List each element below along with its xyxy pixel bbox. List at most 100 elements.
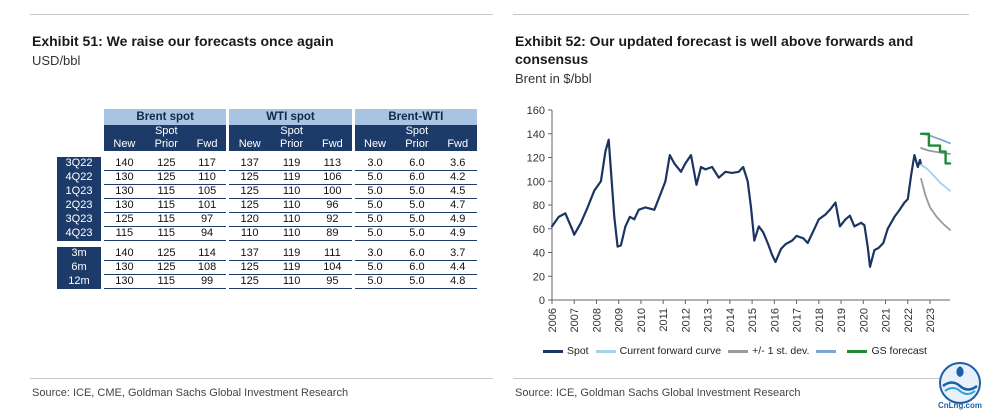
table-cell: 5.0 <box>395 184 439 199</box>
y-tick-label: 100 <box>527 176 545 188</box>
table-cell: 4.5 <box>438 184 477 199</box>
col-gap <box>226 109 230 125</box>
col-gap <box>101 260 104 275</box>
table-cell: 5.0 <box>354 184 396 199</box>
table-cell: 115 <box>144 212 188 227</box>
table-cell: 3.6 <box>438 157 477 171</box>
source-rule-left <box>30 378 493 379</box>
table-cell: 5.0 <box>395 212 439 227</box>
table-cell: 125 <box>104 212 145 227</box>
sub-header-blank <box>104 125 145 138</box>
row-label: 3m <box>57 247 101 261</box>
sub-header: New <box>354 138 396 151</box>
table-cell: 130 <box>104 274 145 289</box>
table-cell: 119 <box>270 247 314 261</box>
y-tick-label: 60 <box>533 224 545 236</box>
sub-header: Prior <box>144 138 188 151</box>
table-cell: 4.9 <box>438 212 477 227</box>
legend-swatch <box>595 349 616 353</box>
col-gap <box>351 138 355 151</box>
x-tick-label: 2016 <box>769 308 781 332</box>
table-cell: 5.0 <box>354 260 396 275</box>
table-cell: 110 <box>270 274 314 289</box>
row-label: 3Q23 <box>57 212 101 227</box>
table-cell: 3.0 <box>354 247 396 261</box>
sub-header-blank <box>354 125 396 138</box>
exhibit-51-source: Source: ICE, CME, Goldman Sachs Global I… <box>32 387 349 399</box>
exhibit-52-title: Exhibit 52: Our updated forecast is well… <box>515 33 914 67</box>
corner-cell <box>57 125 101 138</box>
col-gap <box>226 138 230 151</box>
table-row: 2Q23 130 115 101 125 110 96 5.0 5.0 4.7 <box>57 198 477 213</box>
col-gap <box>101 125 104 138</box>
legend-swatch <box>543 349 563 353</box>
table-cell: 130 <box>104 170 145 185</box>
table-row: 4Q23 115 115 94 110 110 89 5.0 5.0 4.9 <box>57 226 477 241</box>
row-label: 1Q23 <box>57 184 101 199</box>
table-cell: 3.7 <box>438 247 477 261</box>
col-gap <box>226 198 230 213</box>
x-tick-label: 2014 <box>725 308 737 332</box>
row-label: 2Q23 <box>57 198 101 213</box>
table-cell: 117 <box>187 157 227 171</box>
y-tick-label: 20 <box>533 271 545 283</box>
table-cell: 92 <box>313 212 352 227</box>
col-gap <box>226 157 230 171</box>
col-gap <box>351 226 355 241</box>
table-cell: 5.0 <box>354 212 396 227</box>
table-cell: 101 <box>187 198 227 213</box>
sub-header: Prior <box>270 138 314 151</box>
top-rule-right <box>513 14 969 15</box>
col-gap <box>101 198 104 213</box>
sub-header: New <box>229 138 271 151</box>
x-tick-label: 2020 <box>858 308 870 332</box>
y-tick-label: 160 <box>527 105 545 117</box>
table-cell: 97 <box>187 212 227 227</box>
row-label: 12m <box>57 274 101 289</box>
table-cell: 105 <box>187 184 227 199</box>
row-label: 4Q22 <box>57 170 101 185</box>
table-cell: 125 <box>229 184 271 199</box>
table-cell: 115 <box>144 274 188 289</box>
row-label: 6m <box>57 260 101 275</box>
table-cell: 140 <box>104 157 145 171</box>
col-gap <box>226 125 230 138</box>
col-gap <box>351 125 355 138</box>
spot-label: Spot <box>270 125 314 138</box>
spot-label: Spot <box>144 125 188 138</box>
table-cell: 5.0 <box>354 226 396 241</box>
table-cell: 110 <box>270 226 314 241</box>
table-row: 4Q22 130 125 110 125 119 106 5.0 6.0 4.2 <box>57 170 477 185</box>
col-gap <box>226 184 230 199</box>
table-cell: 137 <box>229 247 271 261</box>
table-cell: 114 <box>187 247 227 261</box>
table-cell: 125 <box>229 274 271 289</box>
y-tick-label: 120 <box>527 153 545 165</box>
table-cell: 125 <box>144 260 188 275</box>
table-cell: 106 <box>313 170 352 185</box>
x-tick-label: 2013 <box>703 308 715 332</box>
x-tick-label: 2022 <box>903 308 915 332</box>
series-line--1-st-dev- <box>920 178 951 231</box>
exhibit-51-title: Exhibit 51: We raise our forecasts once … <box>32 33 334 49</box>
table-cell: 4.7 <box>438 198 477 213</box>
legend-item: +/- 1 st. dev. <box>728 345 809 357</box>
table-group-header: Brent spot WTI spot Brent-WTI <box>57 109 477 125</box>
row-spacer <box>57 240 439 247</box>
table-cell: 115 <box>144 198 188 213</box>
table-cell: 5.0 <box>395 226 439 241</box>
table-cell: 4.9 <box>438 226 477 241</box>
table-cell: 120 <box>229 212 271 227</box>
col-gap <box>351 170 355 185</box>
col-gap <box>101 247 104 261</box>
spot-label: Spot <box>395 125 439 138</box>
group-header-2: Brent-WTI <box>354 109 477 125</box>
col-gap <box>351 109 355 125</box>
legend-label: GS forecast <box>871 345 927 357</box>
table-cell: 115 <box>144 226 188 241</box>
exhibit-52-source: Source: ICE, Goldman Sachs Global Invest… <box>515 387 801 399</box>
sub-header-blank <box>187 125 227 138</box>
table-cell: 4.8 <box>438 274 477 289</box>
x-tick-label: 2018 <box>814 308 826 332</box>
table-cell: 100 <box>313 184 352 199</box>
